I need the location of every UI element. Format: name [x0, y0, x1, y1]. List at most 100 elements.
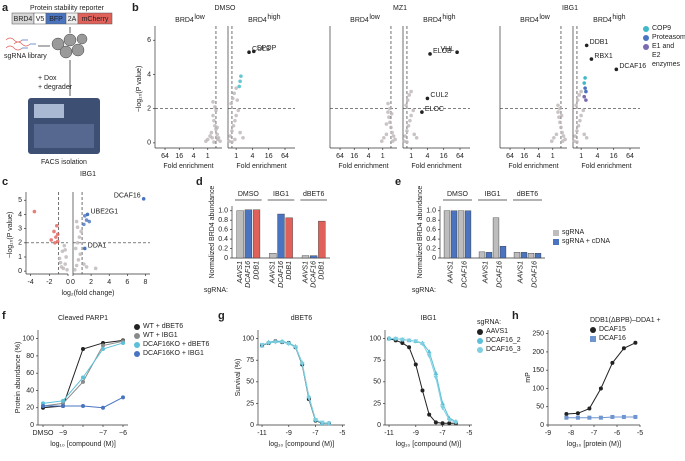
construct-label: BRD4	[14, 16, 33, 23]
half-label-sup: low	[194, 14, 205, 21]
x-tick-label: 4	[595, 153, 599, 160]
y-tick-label: 0.2	[426, 245, 436, 252]
data-point	[579, 113, 583, 118]
data-point	[440, 405, 445, 411]
data-point	[560, 130, 564, 135]
x-axis-label: Fold enrichment	[411, 163, 461, 170]
data-point	[85, 212, 90, 217]
legend-item: AAVS1	[477, 327, 521, 336]
half-label-sup: high	[612, 14, 625, 21]
x-axis-label: Fold enrichment	[581, 163, 631, 170]
half-label: BRD4	[423, 17, 442, 24]
data-point	[413, 362, 418, 367]
y-axis-label: Protein abundance (%)	[15, 342, 22, 414]
legend-swatch	[590, 326, 596, 333]
legend-item: DCAF16KO + IBG1	[134, 349, 209, 358]
data-point	[55, 232, 60, 237]
x-tick-label: 16	[175, 153, 183, 160]
x-tick-label: DDB1	[253, 261, 260, 280]
data-point	[239, 74, 243, 78]
legend: sgRNA sgRNA + cDNA	[553, 228, 610, 246]
x-tick-label: -11	[384, 430, 394, 437]
x-tick-label: 64	[161, 153, 169, 160]
point-label: RBX1	[594, 53, 612, 60]
data-point	[211, 113, 215, 118]
data-point	[241, 135, 245, 140]
data-point	[78, 252, 83, 256]
data-point	[273, 340, 278, 345]
chart-title: IBG1	[421, 315, 437, 322]
legend-swatch	[477, 328, 483, 335]
bar	[513, 252, 521, 259]
bar	[301, 255, 310, 259]
legend-item: WT + IBG1	[134, 331, 209, 340]
y-tick-label: 40	[26, 387, 34, 394]
bar	[269, 253, 277, 259]
data-point	[420, 110, 424, 114]
data-point	[433, 420, 438, 425]
data-point	[82, 214, 87, 218]
y-tick-label: 50	[373, 379, 381, 386]
data-point	[231, 123, 236, 128]
legend-item: COP9	[643, 24, 683, 33]
data-point	[406, 338, 412, 343]
data-point	[582, 81, 587, 85]
data-point	[228, 134, 232, 138]
x-tick-label: -5	[466, 430, 472, 437]
data-point	[584, 89, 588, 94]
x-axis-label: Fold enrichment	[236, 163, 286, 170]
data-point	[633, 340, 638, 345]
data-point	[227, 139, 231, 143]
x-tick-label: 64	[626, 153, 634, 160]
legend-label: DCAF16	[599, 335, 626, 342]
arrow	[38, 27, 71, 96]
bar	[492, 217, 500, 259]
data-point	[589, 57, 594, 61]
point-label: DDA1	[88, 242, 107, 249]
data-point	[230, 96, 235, 101]
data-point	[214, 108, 218, 113]
data-point	[579, 89, 583, 94]
facs-screen	[34, 104, 64, 118]
point-label: ELOC	[425, 106, 444, 113]
x-tick-label: 1	[409, 153, 413, 160]
data-point	[575, 411, 580, 416]
legend-item: WT + dBET6	[134, 322, 209, 331]
data-point	[215, 125, 219, 130]
x-tick-label: -9	[545, 430, 551, 437]
data-point	[576, 123, 581, 128]
treatment-label: + Dox	[38, 75, 57, 82]
point-label: UBE2G1	[90, 208, 118, 215]
point-label: DDB1	[590, 39, 609, 46]
y-tick-label: 0	[147, 140, 151, 147]
data-point	[141, 197, 146, 201]
data-point	[299, 361, 305, 367]
data-point	[82, 222, 86, 227]
legend-item: DCAF16	[590, 334, 661, 343]
schematic: a Protein stability reporter BRD4 V5 BFP…	[2, 2, 113, 166]
legend-swatch	[477, 346, 483, 353]
legend-label: DCAF16_3	[486, 346, 521, 353]
x-tick-label: AAVS1	[482, 261, 489, 284]
x-tick-label: AAVS1	[517, 261, 524, 284]
legend: COP9 Proteasome E1 and E2 enzymes	[643, 24, 685, 69]
data-point	[587, 406, 592, 411]
data-point	[559, 113, 564, 118]
x-tick-label: −6	[119, 430, 127, 437]
data-point	[583, 86, 587, 90]
point-label: CUL2	[430, 92, 448, 99]
data-point	[384, 122, 389, 126]
x-axis-label: sgRNA:	[412, 287, 436, 294]
cells	[51, 33, 88, 59]
bar	[499, 245, 507, 259]
legend-label: WT + IBG1	[143, 332, 178, 339]
legend-swatch	[134, 323, 140, 330]
panel-title: IBG1	[80, 171, 96, 178]
data-point	[81, 375, 85, 380]
data-point	[633, 414, 638, 419]
x-tick-label: -4	[28, 279, 34, 286]
data-point	[57, 256, 62, 261]
bar	[236, 210, 244, 259]
data-point	[82, 262, 86, 266]
data-point	[549, 139, 554, 143]
